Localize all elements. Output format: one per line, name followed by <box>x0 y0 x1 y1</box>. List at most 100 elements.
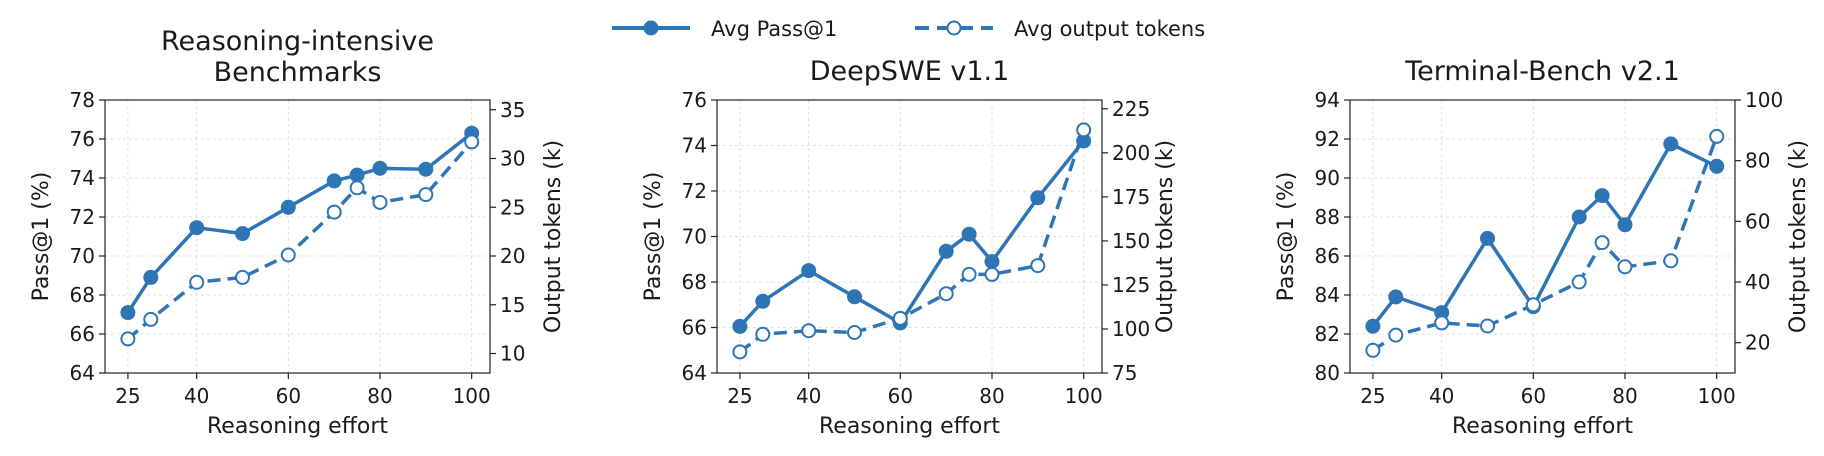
x-axis-label: Reasoning effort <box>819 414 1000 439</box>
x-tick-label: 60 <box>888 384 913 408</box>
y2-tick-label: 100 <box>1745 88 1783 112</box>
data-point <box>847 289 862 305</box>
data-point <box>143 311 159 327</box>
data-point <box>464 134 480 150</box>
y-tick-label: 94 <box>1315 88 1340 112</box>
data-point <box>961 266 977 282</box>
data-point <box>1709 158 1725 174</box>
chart-title: Benchmarks <box>214 57 382 88</box>
chart-title: Terminal-Bench v2.1 <box>1404 56 1680 87</box>
data-point <box>120 331 136 347</box>
y2-tick-label: 100 <box>1112 317 1150 341</box>
x-tick-label: 80 <box>1612 384 1637 408</box>
y2-tick-label: 200 <box>1112 141 1150 165</box>
x-axis-label: Reasoning effort <box>207 414 388 439</box>
data-point <box>1434 315 1450 331</box>
chart-panel-1: 25 40 60 80 100 64 66 68 70 72 74 76 78 10 15 20 25 30 35 R… <box>29 26 566 439</box>
data-point <box>1388 289 1404 305</box>
x-tick-label: 80 <box>979 384 1004 408</box>
series-line <box>1371 135 1719 352</box>
y-tick-label: 76 <box>682 88 707 112</box>
data-point <box>847 325 862 340</box>
y2-tick-label: 60 <box>1745 209 1770 233</box>
y-tick-label: 74 <box>70 166 95 190</box>
y-tick-label: 90 <box>1315 166 1340 190</box>
x-tick-label: 100 <box>1065 384 1103 408</box>
series-line <box>738 129 1086 354</box>
data-point <box>418 161 434 177</box>
y2-tick-label: 30 <box>500 147 525 171</box>
series-line <box>738 139 1086 328</box>
data-point <box>984 266 1000 282</box>
data-point <box>189 274 205 290</box>
y-tick-label: 74 <box>682 134 707 158</box>
data-point <box>755 293 771 309</box>
y2-axis-label: Output tokens (k) <box>1153 140 1178 333</box>
y-tick-label: 78 <box>70 88 95 112</box>
x-tick-label: 25 <box>1360 384 1385 408</box>
data-point <box>1594 235 1610 251</box>
series-output-tokens <box>1365 128 1725 358</box>
x-tick-label: 100 <box>453 384 491 408</box>
y-tick-label: 66 <box>70 322 95 346</box>
data-point <box>1030 190 1046 206</box>
data-point <box>1480 318 1495 334</box>
y-axis-label: Pass@1 (%) <box>1274 172 1299 302</box>
y2-tick-label: 35 <box>500 98 525 122</box>
series-pass1 <box>732 133 1092 334</box>
data-point <box>1663 136 1679 152</box>
x-tick-label: 25 <box>727 384 752 408</box>
x-tick-label: 40 <box>796 384 821 408</box>
legend-item-output-tokens: Avg output tokens <box>915 17 1205 41</box>
y2-tick-label: 40 <box>1745 270 1770 294</box>
data-point <box>732 344 748 360</box>
data-point <box>143 269 159 285</box>
y-axis-label: Pass@1 (%) <box>29 172 54 302</box>
data-point <box>1480 230 1495 246</box>
data-point <box>1571 209 1587 225</box>
x-axis-label: Reasoning effort <box>1452 414 1633 439</box>
y2-axis-label: Output tokens (k) <box>541 140 566 333</box>
y-tick-label: 84 <box>1315 283 1340 307</box>
legend-swatch-filled-marker <box>643 20 659 36</box>
data-point <box>349 180 365 196</box>
data-point <box>1365 318 1381 334</box>
y-tick-label: 80 <box>1315 361 1340 385</box>
y-tick-label: 70 <box>70 244 95 268</box>
series-line <box>126 131 473 314</box>
x-tick-label: 60 <box>1521 384 1546 408</box>
data-point <box>235 269 250 285</box>
legend: Avg Pass@1 Avg output tokens <box>612 17 1205 41</box>
data-point <box>326 173 342 189</box>
data-point <box>372 194 388 210</box>
y-tick-label: 64 <box>682 361 707 385</box>
chart-panel-2: 25 40 60 80 100 64 66 68 70 72 74 76 75 100 125 150 175 2… <box>641 56 1178 439</box>
data-point <box>1525 297 1541 313</box>
y2-tick-label: 10 <box>500 342 525 366</box>
y-tick-label: 82 <box>1315 322 1340 346</box>
y-tick-label: 72 <box>70 205 95 229</box>
y-tick-label: 64 <box>70 361 95 385</box>
data-point <box>1076 122 1092 138</box>
data-point <box>892 310 908 326</box>
y2-tick-label: 20 <box>500 244 525 268</box>
data-point <box>1617 259 1633 275</box>
data-point <box>280 199 296 215</box>
y-tick-label: 66 <box>682 316 707 340</box>
x-tick-label: 25 <box>115 384 140 408</box>
y2-tick-label: 80 <box>1745 149 1770 173</box>
y2-tick-label: 150 <box>1112 229 1150 253</box>
data-point <box>189 220 205 236</box>
series-output-tokens <box>732 122 1092 360</box>
y-tick-label: 70 <box>682 225 707 249</box>
y2-tick-label: 75 <box>1112 361 1137 385</box>
data-point <box>755 326 771 342</box>
y-axis-label: Pass@1 (%) <box>641 172 666 302</box>
y-tick-label: 92 <box>1315 127 1340 151</box>
y2-tick-label: 175 <box>1112 185 1150 209</box>
data-point <box>326 204 342 220</box>
chart-title: DeepSWE v1.1 <box>810 56 1010 87</box>
data-point <box>349 167 365 183</box>
chart-panel-3: 25 40 60 80 100 80 82 84 86 88 90 92 94 20 40 60 80 100 Re… <box>1274 56 1811 439</box>
y2-tick-label: 25 <box>500 195 525 219</box>
